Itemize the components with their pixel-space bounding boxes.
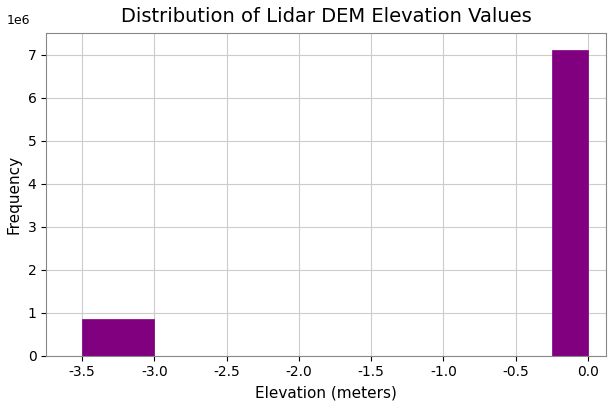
- Bar: [552, 50, 588, 356]
- X-axis label: Elevation (meters): Elevation (meters): [255, 385, 397, 400]
- Y-axis label: Frequency: Frequency: [7, 155, 22, 234]
- Text: 1e6: 1e6: [7, 13, 31, 26]
- Title: Distribution of Lidar DEM Elevation Values: Distribution of Lidar DEM Elevation Valu…: [121, 7, 531, 26]
- Bar: [82, 319, 154, 356]
